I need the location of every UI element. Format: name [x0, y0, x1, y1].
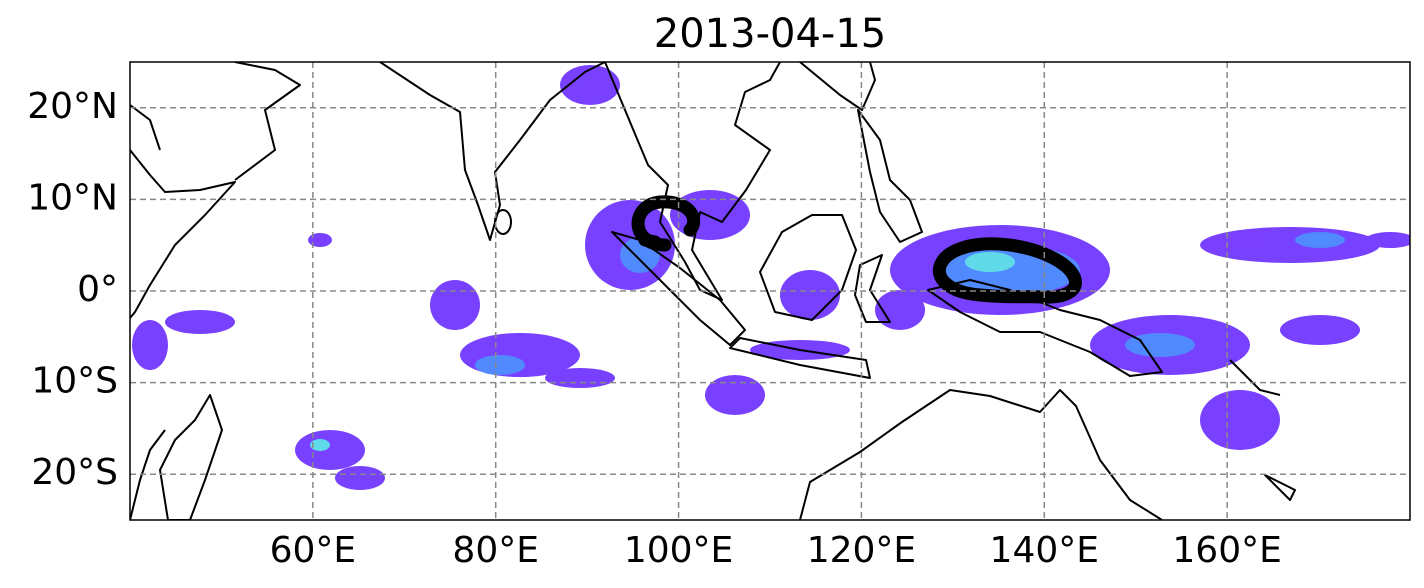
map-layer: [130, 62, 1410, 520]
x-tick-label: 120°E: [807, 530, 916, 571]
x-tick-label: 60°E: [270, 530, 357, 571]
x-tick-label: 100°E: [624, 530, 733, 571]
y-tick-label: 10°N: [27, 177, 118, 218]
y-tick-label: 20°N: [27, 86, 118, 127]
x-tick-label: 160°E: [1172, 530, 1281, 571]
x-tick-label: 140°E: [990, 530, 1099, 571]
coastlines: [130, 62, 1296, 520]
precipitation: [132, 65, 1410, 490]
y-tick-label: 20°S: [31, 452, 118, 493]
x-tick-label: 80°E: [452, 530, 539, 571]
plot-frame: [129, 61, 1411, 521]
map-title: 2013-04-15: [654, 11, 886, 57]
trajectories: [631, 195, 1082, 304]
y-tick-label: 10°S: [31, 361, 118, 402]
gridlines: [130, 62, 1410, 520]
y-tick-label: 0°: [77, 269, 118, 310]
